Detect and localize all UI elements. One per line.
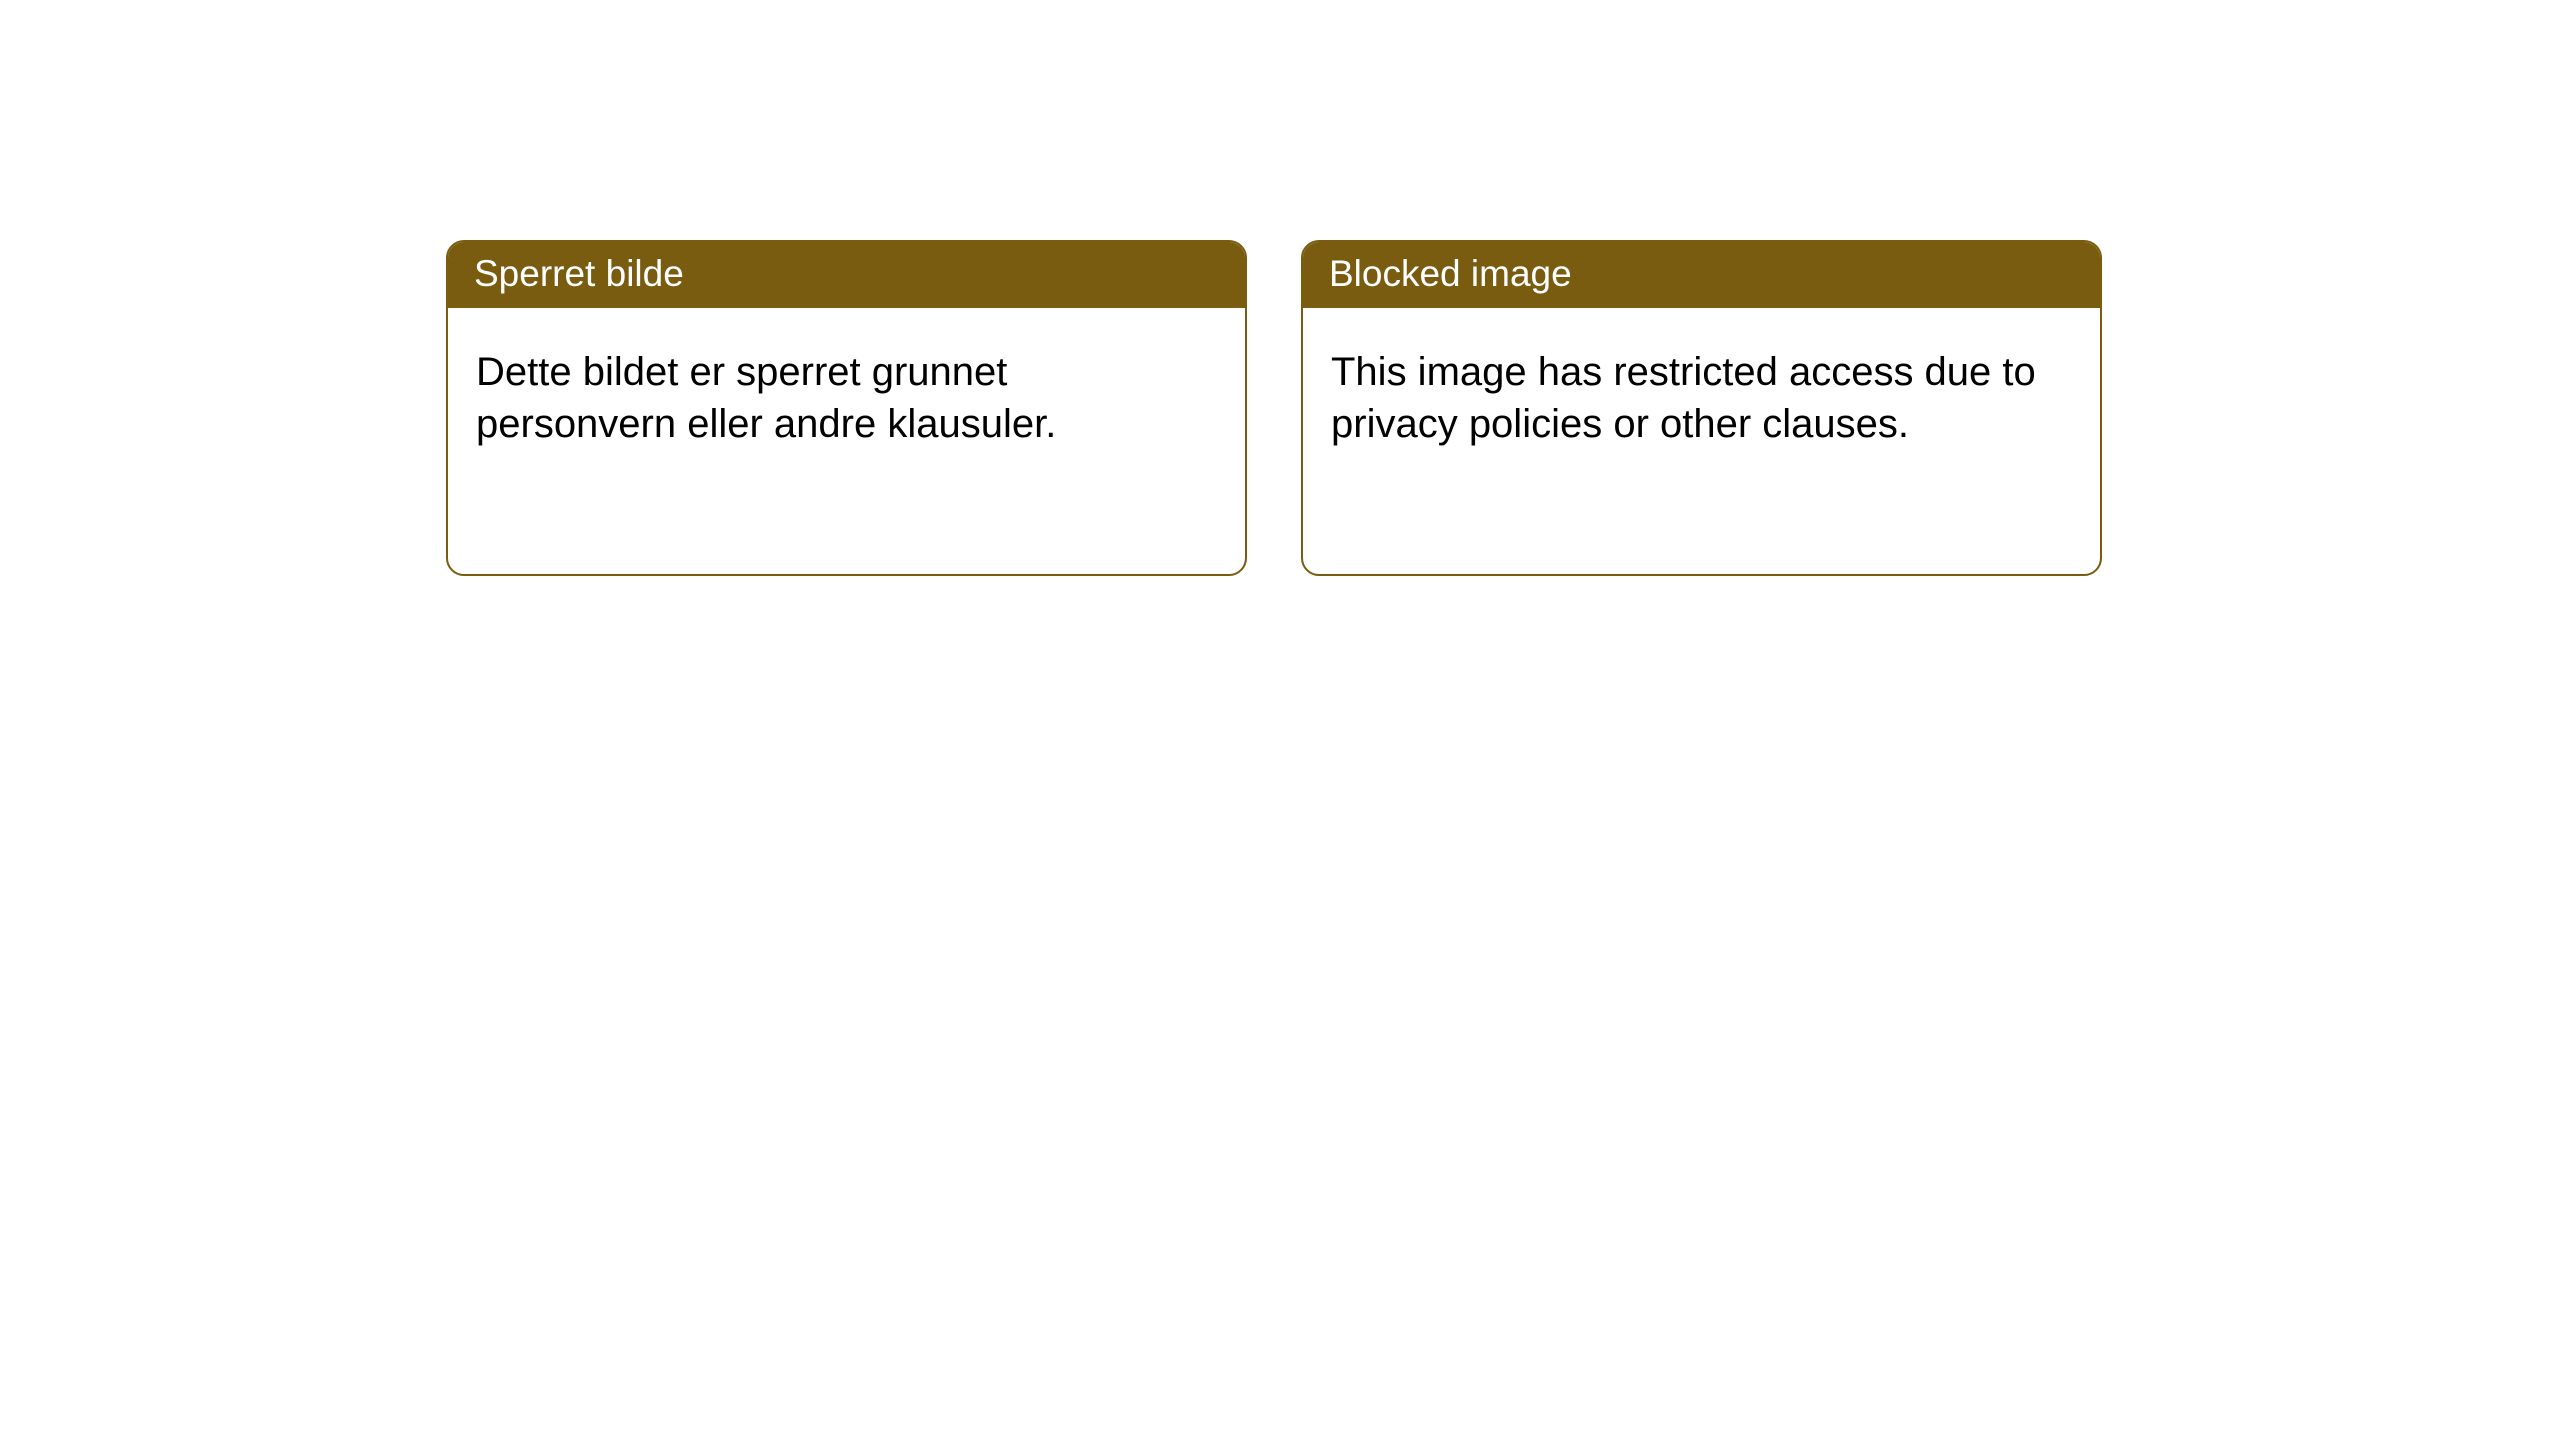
- blocked-image-card-english: Blocked image This image has restricted …: [1301, 240, 2102, 576]
- card-body-text: This image has restricted access due to …: [1331, 350, 2036, 446]
- card-body-text: Dette bildet er sperret grunnet personve…: [476, 350, 1056, 446]
- card-body: This image has restricted access due to …: [1303, 308, 2100, 478]
- card-title: Blocked image: [1329, 253, 1572, 294]
- notice-container: Sperret bilde Dette bildet er sperret gr…: [446, 240, 2102, 576]
- blocked-image-card-norwegian: Sperret bilde Dette bildet er sperret gr…: [446, 240, 1247, 576]
- card-body: Dette bildet er sperret grunnet personve…: [448, 308, 1245, 478]
- card-header: Blocked image: [1303, 242, 2100, 308]
- card-title: Sperret bilde: [474, 253, 684, 294]
- card-header: Sperret bilde: [448, 242, 1245, 308]
